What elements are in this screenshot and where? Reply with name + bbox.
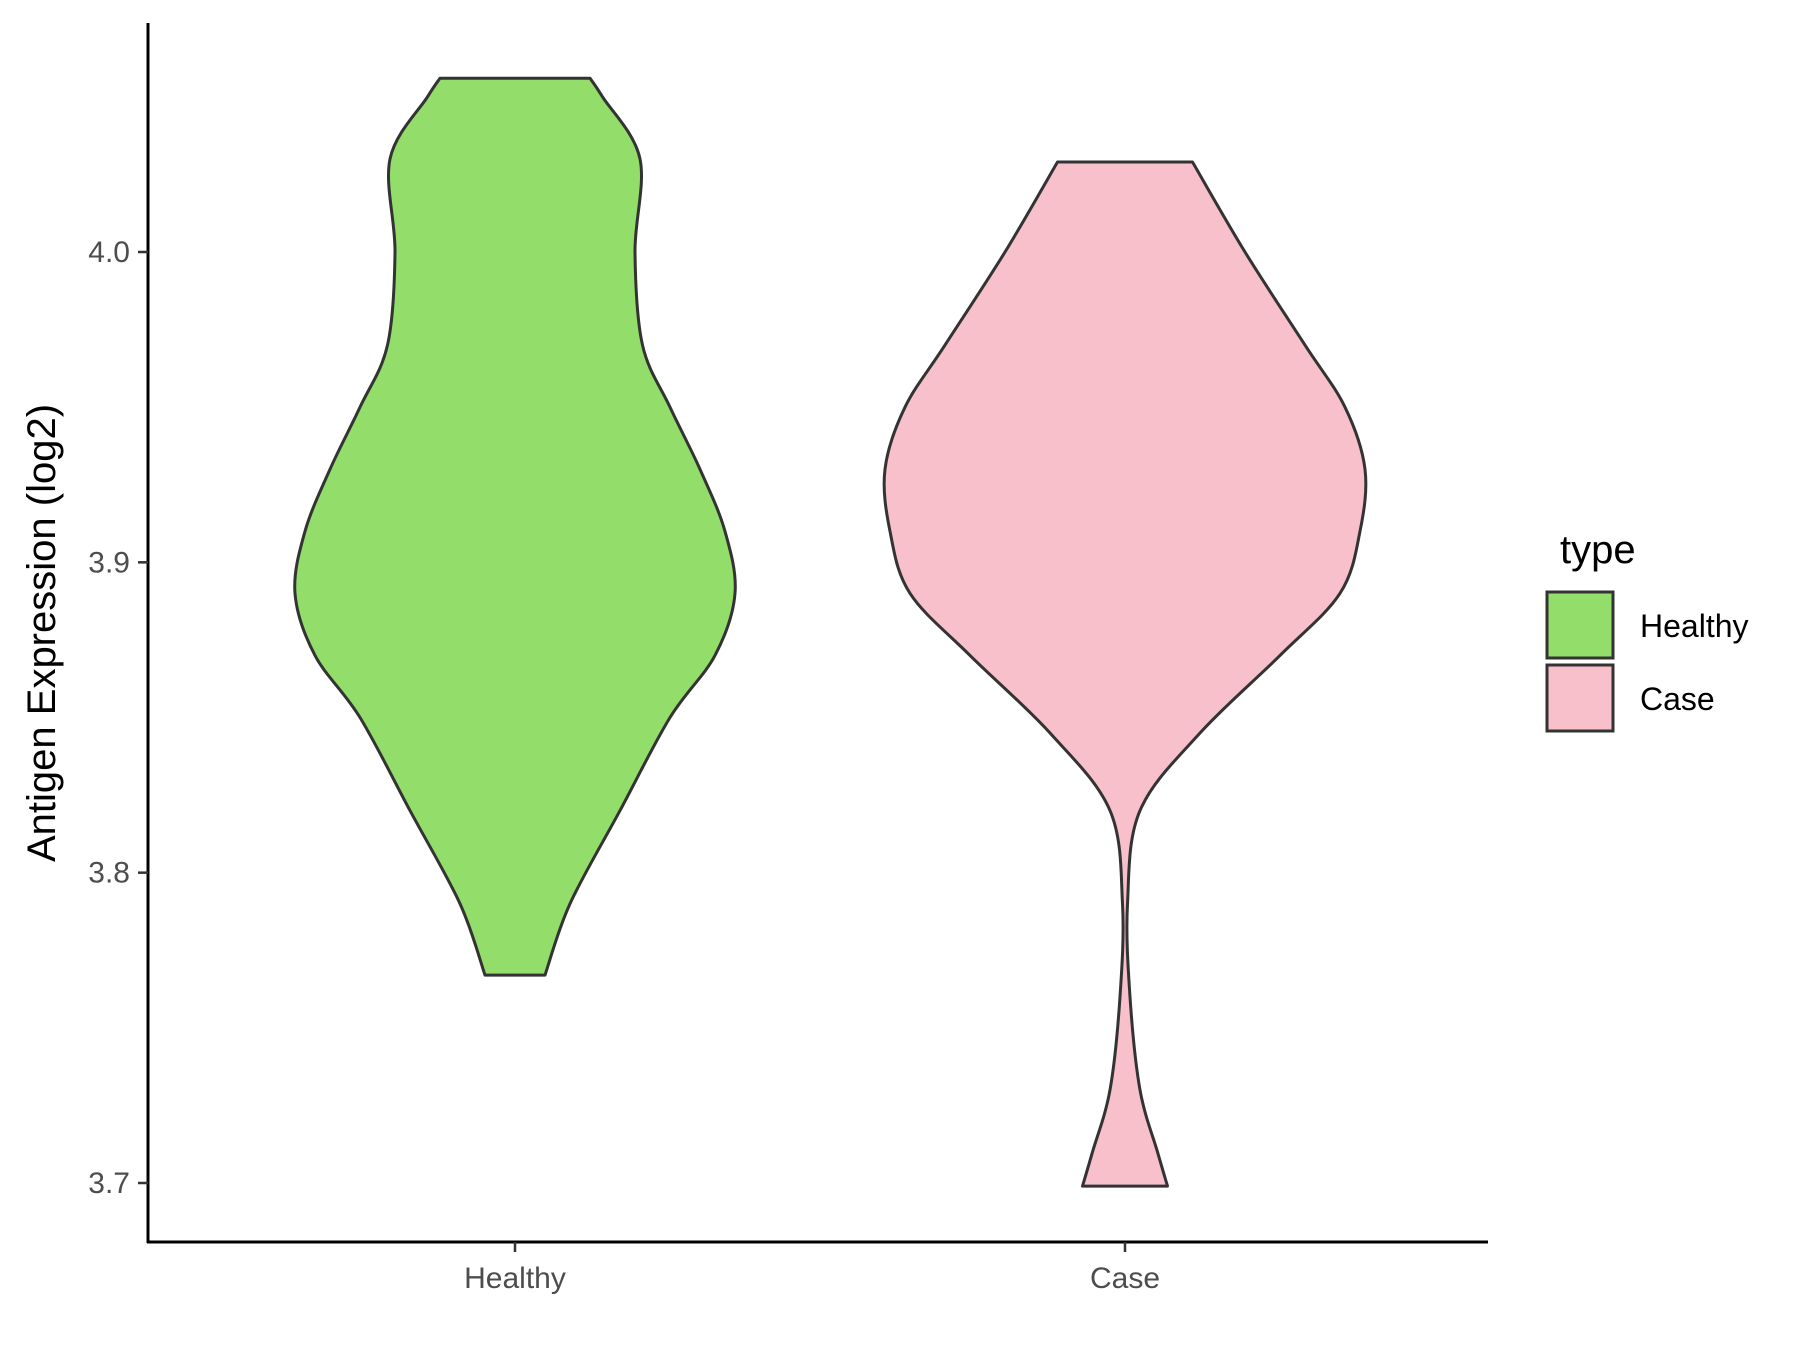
legend-title: type — [1560, 528, 1636, 572]
violins — [293, 76, 1368, 1188]
legend-label-case: Case — [1640, 681, 1715, 717]
violin-healthy — [293, 76, 737, 977]
x-tick-label: Healthy — [464, 1262, 566, 1295]
y-axis-title: Antigen Expression (log2) — [20, 404, 64, 862]
legend-label-healthy: Healthy — [1640, 608, 1749, 644]
legend: type Healthy Case — [1545, 528, 1749, 733]
y-tick-label: 3.7 — [88, 1167, 130, 1200]
legend-swatch-healthy — [1545, 590, 1615, 660]
legend-swatch-case — [1545, 663, 1615, 733]
x-axis-ticks: Healthy Case — [464, 1242, 1160, 1295]
y-tick-label: 3.9 — [88, 546, 130, 579]
y-axis-ticks: 3.7 3.8 3.9 4.0 — [88, 236, 148, 1200]
x-tick-label: Case — [1090, 1262, 1160, 1295]
y-tick-label: 3.8 — [88, 857, 130, 890]
y-tick-label: 4.0 — [88, 236, 130, 269]
violin-case — [882, 160, 1368, 1188]
